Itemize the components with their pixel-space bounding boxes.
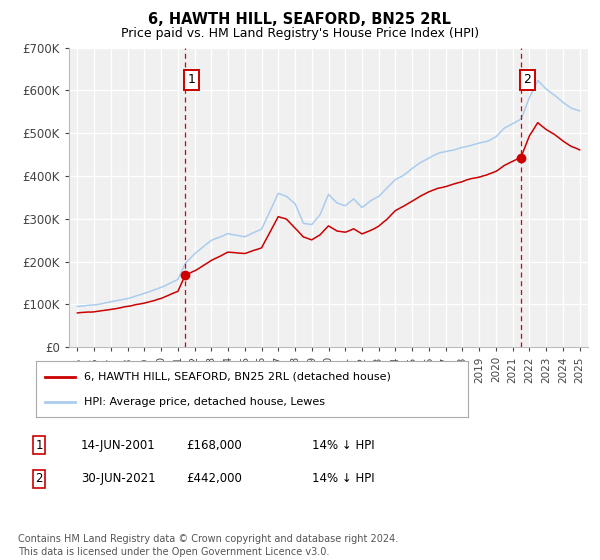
Text: 2: 2: [524, 73, 532, 86]
Text: 6, HAWTH HILL, SEAFORD, BN25 2RL: 6, HAWTH HILL, SEAFORD, BN25 2RL: [149, 12, 452, 27]
Text: 6, HAWTH HILL, SEAFORD, BN25 2RL (detached house): 6, HAWTH HILL, SEAFORD, BN25 2RL (detach…: [83, 372, 391, 382]
Text: 1: 1: [35, 438, 43, 452]
Text: 14-JUN-2001: 14-JUN-2001: [81, 438, 156, 452]
Text: 2: 2: [35, 472, 43, 486]
Text: Contains HM Land Registry data © Crown copyright and database right 2024.
This d: Contains HM Land Registry data © Crown c…: [18, 534, 398, 557]
Text: HPI: Average price, detached house, Lewes: HPI: Average price, detached house, Lewe…: [83, 396, 325, 407]
Text: 1: 1: [188, 73, 196, 86]
Text: Price paid vs. HM Land Registry's House Price Index (HPI): Price paid vs. HM Land Registry's House …: [121, 27, 479, 40]
Text: 30-JUN-2021: 30-JUN-2021: [81, 472, 155, 486]
Text: £442,000: £442,000: [186, 472, 242, 486]
Text: £168,000: £168,000: [186, 438, 242, 452]
Text: 14% ↓ HPI: 14% ↓ HPI: [312, 472, 374, 486]
Text: 14% ↓ HPI: 14% ↓ HPI: [312, 438, 374, 452]
